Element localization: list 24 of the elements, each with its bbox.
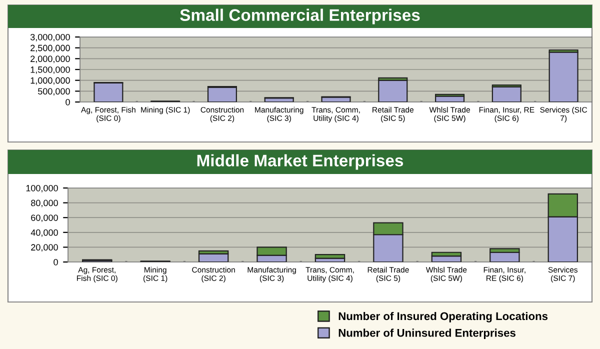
y-tick-label: 2,000,000 [30, 56, 70, 64]
bar [94, 82, 124, 102]
chart-title: Small Commercial Enterprises [180, 8, 420, 24]
y-tick-label: 1,000,000 [30, 77, 70, 85]
y-tick-label: 40,000 [30, 229, 58, 237]
y-tick-label: 80,000 [31, 200, 58, 208]
legend-label: Number of Uninsured Enterprises [338, 328, 516, 339]
y-tick-label: 1,500,000 [30, 66, 70, 74]
y-tick-label: 100,000 [26, 184, 58, 192]
legend-label: Number of Insured Operating Locations [338, 312, 548, 322]
y-tick-label: 0 [54, 258, 58, 266]
bar [378, 80, 408, 102]
y-tick-label: 3,000,000 [30, 34, 70, 42]
y-tick-label: 500,000 [38, 88, 70, 96]
bar [207, 86, 237, 102]
bar [314, 254, 346, 259]
bar [490, 252, 520, 262]
y-tick-label: 0 [66, 98, 70, 106]
chart-title: Middle Market Enterprises [197, 154, 404, 170]
bar [492, 86, 522, 102]
y-tick-label: 60,000 [31, 214, 58, 222]
bar [548, 52, 578, 102]
y-tick-label: 20,000 [31, 244, 58, 252]
y-tick-label: 2,500,000 [30, 44, 70, 52]
